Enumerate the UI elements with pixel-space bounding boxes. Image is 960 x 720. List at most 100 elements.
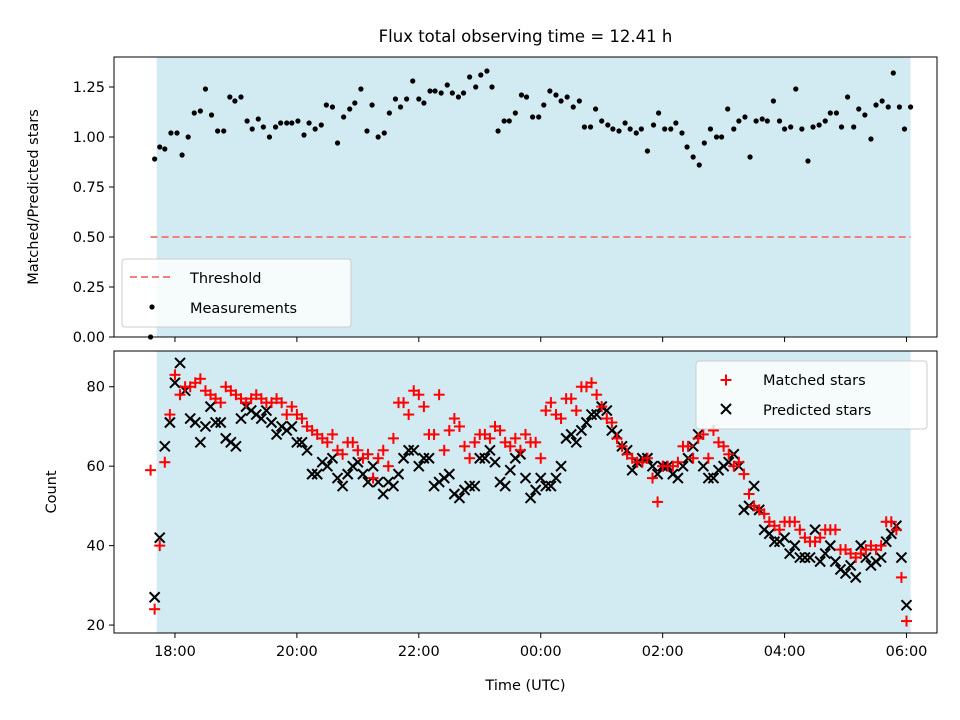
measurement-point	[731, 126, 737, 132]
predicted-point	[489, 456, 501, 468]
predicted-point	[214, 416, 227, 429]
predicted-point	[164, 416, 176, 429]
measurement-point	[879, 98, 885, 104]
measurement-point	[421, 100, 427, 106]
matched-point	[326, 428, 338, 440]
measurement-point	[397, 104, 404, 110]
predicted-point	[555, 460, 567, 472]
matched-point	[281, 409, 293, 421]
ratio-y-tick-label: 0.50	[73, 230, 105, 246]
measurement-point	[805, 158, 811, 164]
predicted-point	[504, 464, 516, 476]
predicted-point	[286, 420, 298, 433]
matched-point	[494, 424, 506, 436]
matched-point	[606, 416, 618, 428]
ratio-y-tick-label: 0.00	[73, 330, 105, 346]
predicted-point	[209, 416, 222, 429]
measurement-point	[416, 96, 422, 102]
measurement-point	[776, 118, 783, 124]
measurement-point	[323, 102, 329, 108]
count-x-tick-label: 18:00	[154, 644, 196, 660]
matched-point	[286, 401, 298, 413]
measurement-point	[736, 118, 742, 124]
predicted-point	[702, 472, 715, 484]
matched-point	[697, 428, 709, 440]
measurement-point	[318, 122, 324, 128]
predicted-point	[413, 460, 425, 472]
predicted-point	[301, 444, 313, 457]
measurement-point	[896, 104, 903, 110]
matched-point	[296, 413, 308, 425]
predicted-point	[296, 436, 308, 449]
measurement-point	[530, 114, 536, 120]
x-axis-label: Time (UTC)	[484, 678, 565, 694]
count-x-tick-label: 04:00	[764, 644, 806, 660]
measurement-point	[404, 96, 410, 102]
measurement-point	[152, 156, 158, 162]
measurement-point	[501, 118, 507, 124]
legend-predicted-marker	[720, 403, 732, 415]
predicted-point	[468, 480, 481, 492]
predicted-point	[357, 468, 369, 480]
predicted-point	[519, 472, 532, 484]
measurement-point	[215, 128, 221, 134]
measurement-point	[668, 126, 674, 132]
measurement-point	[168, 130, 174, 136]
predicted-point	[789, 539, 801, 552]
predicted-point	[291, 436, 303, 449]
measurement-point	[605, 122, 611, 128]
measurement-point	[753, 118, 759, 124]
matched-point	[591, 389, 603, 401]
measurement-point	[266, 134, 273, 140]
matched-point	[382, 460, 394, 472]
measurement-point	[838, 124, 845, 130]
measurement-point	[599, 118, 605, 124]
measurement-point	[856, 106, 862, 112]
matched-point	[428, 428, 440, 440]
predicted-point	[809, 524, 821, 536]
matched-point	[504, 440, 516, 452]
measurement-point	[197, 108, 203, 114]
measurement-point	[576, 98, 582, 104]
predicted-point	[230, 440, 242, 453]
legend-threshold-label: Threshold	[189, 271, 261, 287]
matched-point	[647, 472, 659, 484]
count-legend: Matched stars Predicted stars	[695, 360, 928, 430]
measurement-point	[478, 72, 484, 78]
predicted-points	[148, 357, 913, 611]
predicted-point	[499, 480, 511, 492]
matched-point	[398, 397, 410, 409]
measurement-point	[410, 78, 416, 84]
matched-point	[616, 440, 628, 452]
measurement-point	[278, 120, 284, 126]
matched-point	[514, 444, 526, 456]
measurement-point	[221, 128, 227, 134]
measurement-point	[536, 114, 542, 120]
measurement-point	[208, 112, 215, 118]
matched-point	[347, 436, 359, 448]
measurement-point	[701, 140, 707, 146]
matched-point	[565, 393, 577, 405]
legend-measurements-label: Measurements	[190, 301, 297, 317]
measurement-point	[742, 114, 748, 120]
matched-point	[464, 452, 476, 464]
matched-point	[174, 389, 186, 401]
measurement-point	[232, 98, 238, 104]
matched-point	[829, 524, 841, 536]
matched-point	[164, 409, 176, 421]
matched-point	[149, 603, 161, 615]
legend-matched-glyph	[720, 374, 732, 386]
matched-point	[758, 508, 770, 520]
measurement-point	[506, 118, 512, 124]
matched-point	[433, 389, 445, 401]
measurement-point	[289, 120, 295, 126]
count-x-ticks: 18:00 20:00 22:00 00:00 02:00 04:00 06:00	[154, 633, 927, 660]
measurement-point	[341, 114, 347, 120]
ratio-y-axis-label: Matched/Predicted stars	[26, 109, 42, 285]
count-y-tick-label: 40	[87, 539, 105, 555]
predicted-point	[336, 480, 349, 492]
matched-point	[443, 424, 455, 436]
predicted-point	[331, 472, 344, 484]
measurement-point	[868, 136, 874, 142]
measurement-point	[227, 94, 233, 100]
